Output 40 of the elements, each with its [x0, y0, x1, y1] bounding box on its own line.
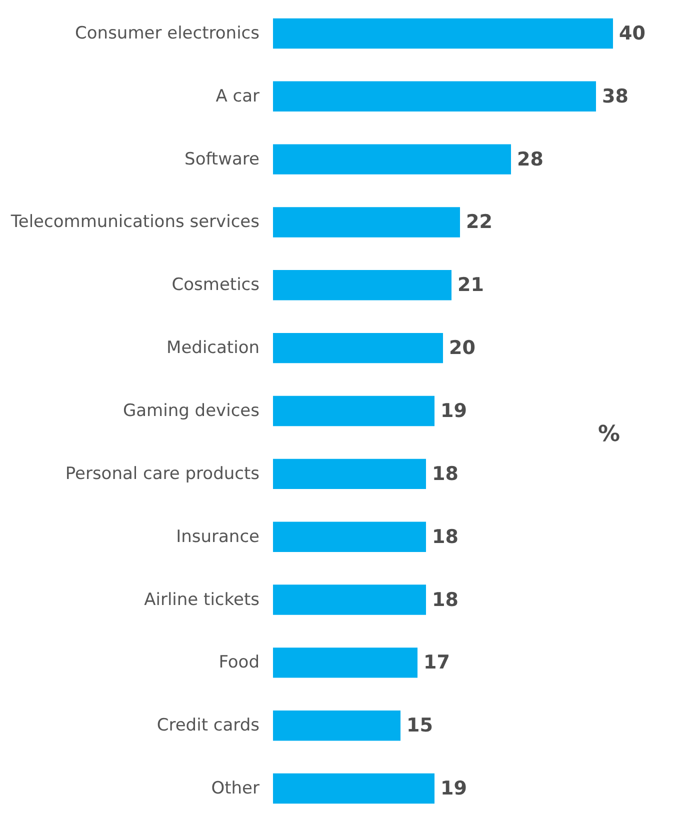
bar	[273, 396, 434, 426]
y-tick-label: Telecommunications services	[10, 212, 260, 232]
y-tick-label: Personal care products	[65, 464, 260, 484]
data-label: 19	[440, 778, 467, 800]
bar	[273, 18, 613, 49]
y-tick-label: Airline tickets	[144, 590, 260, 610]
data-label: 19	[440, 400, 467, 422]
data-label: 17	[424, 652, 450, 674]
y-tick-label: Software	[184, 149, 260, 170]
bar	[273, 144, 511, 174]
annotation: %	[598, 422, 620, 447]
data-label: 22	[466, 211, 492, 234]
bar	[273, 773, 434, 804]
y-tick-label: Consumer electronics	[75, 23, 260, 44]
data-label: 21	[458, 274, 484, 296]
data-label: 18	[432, 588, 458, 611]
data-label: 15	[406, 714, 433, 737]
data-label: 20	[449, 337, 476, 360]
y-tick-label: Medication	[166, 338, 260, 358]
y-tick-label: Other	[211, 778, 260, 799]
bar	[273, 81, 596, 112]
bar	[273, 270, 452, 300]
data-label: 18	[432, 526, 458, 548]
data-label: 28	[517, 148, 544, 170]
bar	[273, 648, 418, 678]
y-tick-label: Food	[218, 652, 260, 673]
bar	[273, 522, 426, 552]
data-label: 38	[602, 85, 628, 108]
bar	[273, 710, 400, 741]
y-tick-label: Credit cards	[156, 716, 260, 736]
bar	[273, 584, 426, 615]
bar	[273, 207, 460, 238]
y-tick-label: Cosmetics	[172, 275, 260, 296]
bar	[273, 332, 443, 364]
data-label: 40	[619, 22, 646, 44]
y-tick-label: A car	[216, 86, 260, 106]
data-label: 18	[432, 462, 458, 485]
bar	[273, 458, 426, 490]
y-tick-label: Gaming devices	[122, 401, 260, 421]
y-tick-label: Insurance	[176, 526, 260, 547]
